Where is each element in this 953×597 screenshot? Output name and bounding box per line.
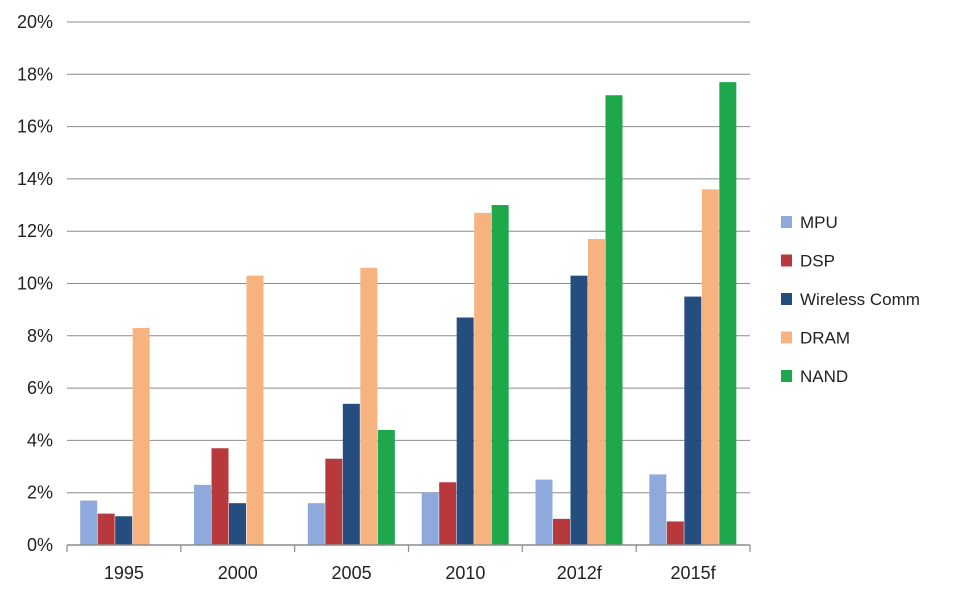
legend: MPU DSP Wireless Comm DRAM NAND <box>781 213 920 386</box>
legend-label: Wireless Comm <box>800 290 920 309</box>
bar-dram-2005 <box>360 267 378 545</box>
y-tick-label: 12% <box>17 221 53 241</box>
x-tick-label: 2015f <box>671 563 717 583</box>
x-tick-label: 1995 <box>104 563 144 583</box>
bar-dsp-2012f <box>553 518 570 545</box>
legend-swatch <box>781 216 792 228</box>
y-axis-labels: 0% 2% 4% 6% 8% 10% 12% 14% 16% 18% 20% <box>17 12 53 555</box>
y-tick-label: 20% <box>17 12 53 32</box>
bars <box>80 82 737 546</box>
legend-swatch <box>781 293 792 305</box>
y-tick-label: 8% <box>27 326 53 346</box>
y-tick-label: 14% <box>17 169 53 189</box>
legend-swatch <box>781 370 792 382</box>
x-tick-label: 2010 <box>445 563 485 583</box>
x-axis-labels: 1995 2000 2005 2010 2012f 2015f <box>104 563 717 583</box>
x-axis-tick-marks <box>66 545 751 552</box>
bar-dram-1995 <box>132 327 150 545</box>
bar-nand-2010 <box>491 205 509 546</box>
legend-swatch <box>781 254 792 267</box>
bar-mpu-2000 <box>194 484 211 545</box>
y-tick-label: 4% <box>27 430 53 450</box>
bar-dram-2010 <box>474 212 492 545</box>
bar-dsp-2015f <box>666 521 684 545</box>
bar-wireless-comm-2010 <box>456 317 474 545</box>
bar-nand-2015f <box>719 82 737 545</box>
bar-wireless-comm-2005 <box>342 403 360 545</box>
legend-label: DRAM <box>800 329 850 348</box>
bar-dsp-2005 <box>325 458 343 545</box>
bar-wireless-comm-2015f <box>684 296 702 545</box>
x-tick-label: 2005 <box>332 563 372 583</box>
bar-dram-2015f <box>701 189 719 546</box>
y-tick-label: 10% <box>17 274 53 294</box>
bar-dsp-1995 <box>97 513 115 545</box>
bar-dsp-2000 <box>211 448 229 545</box>
bar-nand-2005 <box>377 429 395 545</box>
legend-label: DSP <box>800 252 835 271</box>
x-tick-label: 2000 <box>218 563 258 583</box>
gridlines <box>67 21 750 494</box>
x-tick-label: 2012f <box>557 563 603 583</box>
bar-dram-2012f <box>588 239 605 546</box>
bar-mpu-2012f <box>535 479 553 546</box>
bar-mpu-2010 <box>421 492 439 545</box>
legend-label: NAND <box>800 367 848 386</box>
bar-dram-2000 <box>246 275 264 545</box>
y-tick-label: 2% <box>27 483 53 503</box>
bar-nand-2012f <box>605 95 623 545</box>
y-tick-label: 18% <box>17 64 53 84</box>
bar-wireless-comm-1995 <box>115 516 133 545</box>
bar-wireless-comm-2000 <box>229 503 246 545</box>
y-tick-label: 0% <box>27 535 53 555</box>
legend-label: MPU <box>800 213 838 232</box>
bar-dsp-2010 <box>439 482 457 545</box>
bar-mpu-2015f <box>649 474 667 545</box>
legend-swatch <box>781 331 792 344</box>
bar-mpu-1995 <box>80 500 98 545</box>
y-tick-label: 16% <box>17 117 53 137</box>
y-tick-label: 6% <box>27 378 53 398</box>
bar-mpu-2005 <box>307 503 325 545</box>
bar-wireless-comm-2012f <box>570 275 588 545</box>
